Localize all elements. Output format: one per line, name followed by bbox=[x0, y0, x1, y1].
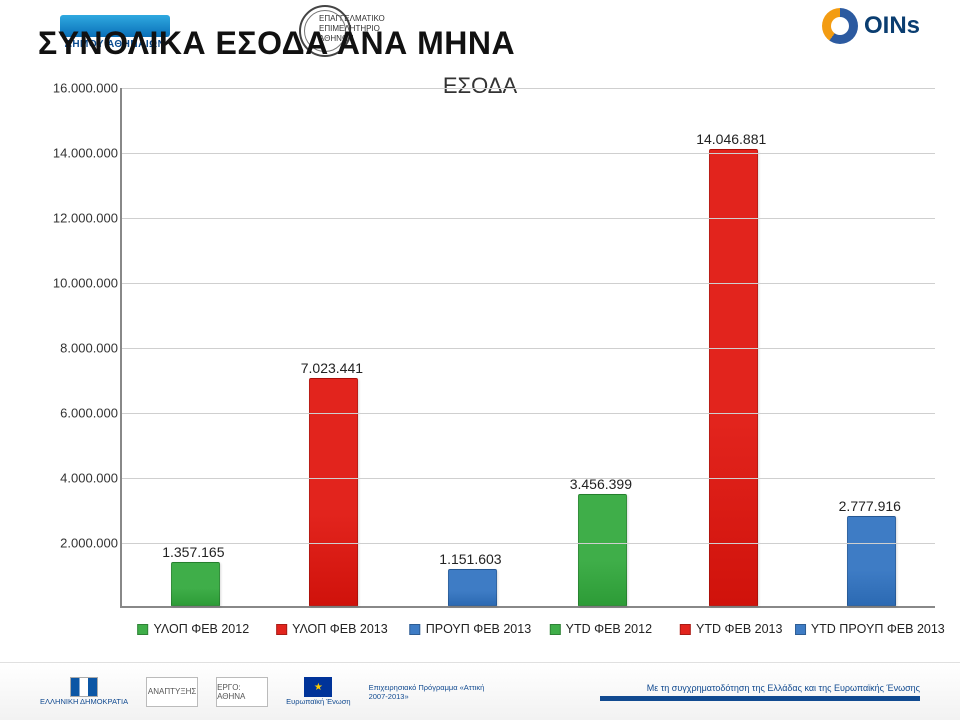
footer-tagline: Με τη συγχρηματοδότηση της Ελλάδας και τ… bbox=[600, 683, 920, 701]
y-axis-label: 16.000.000 bbox=[40, 81, 118, 96]
footer-flag: ΕΛΛΗΝΙΚΗ ΔΗΜΟΚΡΑΤΙΑ bbox=[40, 677, 128, 706]
grid-line bbox=[122, 88, 935, 89]
grid-line bbox=[122, 283, 935, 284]
footer-program: Επιχειρησιακό Πρόγραμμα «Αττική 2007-201… bbox=[369, 683, 489, 701]
footer-eu: Ευρωπαϊκή Ένωση bbox=[286, 677, 350, 706]
bar bbox=[171, 562, 220, 606]
page-title: ΣΥΝΟΛΙΚΑ ΕΣΟΔΑ ΑΝΑ ΜΗΝΑ bbox=[38, 25, 515, 62]
bar-value-label: 1.151.603 bbox=[439, 551, 501, 567]
coins-icon bbox=[822, 8, 858, 44]
y-axis-label: 4.000.000 bbox=[40, 471, 118, 486]
y-axis-label: 14.000.000 bbox=[40, 146, 118, 161]
footer-box-2: ΕΡΓΟ: ΑΘΗΝΑ bbox=[216, 677, 268, 707]
grid-line bbox=[122, 478, 935, 479]
legend-box-icon bbox=[795, 624, 806, 635]
bar bbox=[847, 516, 896, 606]
y-axis-label: 10.000.000 bbox=[40, 276, 118, 291]
footer-program-label: Επιχειρησιακό Πρόγραμμα «Αττική 2007-201… bbox=[369, 683, 489, 701]
legend-box-icon bbox=[276, 624, 287, 635]
grid-line bbox=[122, 413, 935, 414]
legend-box-icon bbox=[680, 624, 691, 635]
grid-line bbox=[122, 543, 935, 544]
bar-value-label: 2.777.916 bbox=[839, 498, 901, 514]
legend-box-icon bbox=[138, 624, 149, 635]
chart-area: 16.000.00014.000.00012.000.00010.000.000… bbox=[40, 88, 935, 636]
bars-layer bbox=[122, 88, 935, 606]
bar-value-label: 7.023.441 bbox=[301, 360, 363, 376]
coins-logo: OINs bbox=[822, 8, 920, 44]
y-axis-label: 2.000.000 bbox=[40, 536, 118, 551]
x-axis-label: ΥΛΟΠ ΦΕΒ 2013 bbox=[276, 622, 388, 636]
x-axis-label: YTD ΠΡΟΥΠ ΦΕΒ 2013 bbox=[795, 622, 945, 636]
y-axis-label: 6.000.000 bbox=[40, 406, 118, 421]
coins-text: OINs bbox=[864, 12, 920, 40]
eu-flag-icon bbox=[304, 677, 332, 697]
y-axis-label: 12.000.000 bbox=[40, 211, 118, 226]
page-root: ΔΗΜΟΥ ΑΘΗΝΑΙΩΝ ΕΠΑΓΓΕΛΜΑΤΙΚΟ ΕΠΙΜΕΛΗΤΗΡΙ… bbox=[0, 0, 960, 720]
footer: ΕΛΛΗΝΙΚΗ ΔΗΜΟΚΡΑΤΙΑ ΑΝΑΠΤΥΞΗΣ ΕΡΓΟ: ΑΘΗΝ… bbox=[0, 662, 960, 720]
x-axis-label: ΠΡΟΥΠ ΦΕΒ 2013 bbox=[410, 622, 531, 636]
bar-value-label: 14.046.881 bbox=[696, 131, 766, 147]
x-axis-label: YTD ΦΕΒ 2012 bbox=[550, 622, 652, 636]
bar bbox=[448, 569, 497, 606]
bar bbox=[578, 494, 627, 606]
greek-flag-icon bbox=[70, 677, 98, 697]
grid-line bbox=[122, 348, 935, 349]
x-axis-label: ΥΛΟΠ ΦΕΒ 2012 bbox=[138, 622, 250, 636]
bar-value-label: 1.357.165 bbox=[162, 544, 224, 560]
bar bbox=[309, 378, 358, 606]
x-axis-label: YTD ΦΕΒ 2013 bbox=[680, 622, 782, 636]
footer-eu-label: Ευρωπαϊκή Ένωση bbox=[286, 697, 350, 706]
legend-box-icon bbox=[550, 624, 561, 635]
footer-flag-label: ΕΛΛΗΝΙΚΗ ΔΗΜΟΚΡΑΤΙΑ bbox=[40, 697, 128, 706]
grid-line bbox=[122, 153, 935, 154]
legend-box-icon bbox=[410, 624, 421, 635]
y-axis-label: 8.000.000 bbox=[40, 341, 118, 356]
bar-value-label: 3.456.399 bbox=[570, 476, 632, 492]
footer-box-1: ΑΝΑΠΤΥΞΗΣ bbox=[146, 677, 198, 707]
chart-plot bbox=[120, 88, 935, 608]
grid-line bbox=[122, 218, 935, 219]
